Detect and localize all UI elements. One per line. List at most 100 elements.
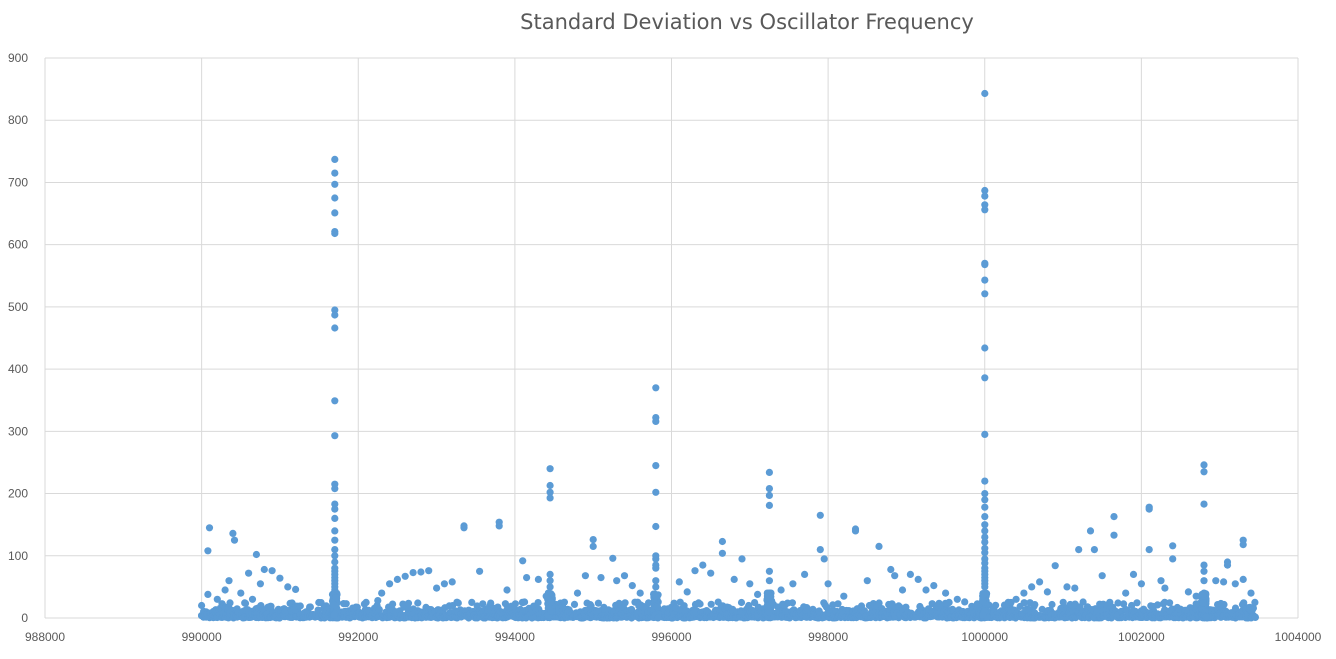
- scatter-point: [875, 542, 883, 551]
- scatter-point: [765, 501, 774, 509]
- scatter-point: [1079, 598, 1087, 606]
- scatter-point: [1110, 513, 1118, 521]
- scatter-point: [1051, 562, 1059, 570]
- y-tick-label: 0: [21, 611, 28, 625]
- scatter-point: [330, 611, 338, 619]
- scatter-point: [707, 569, 715, 577]
- scatter-point: [1059, 598, 1067, 606]
- scatter-point: [981, 549, 989, 557]
- scatter-point: [609, 554, 617, 562]
- scatter-point: [1129, 570, 1138, 579]
- scatter-point: [389, 600, 397, 608]
- scatter-point: [594, 599, 603, 607]
- scatter-point: [1184, 588, 1192, 596]
- scatter-point: [331, 311, 339, 319]
- scatter-point: [696, 600, 704, 608]
- scatter-point: [652, 593, 660, 601]
- scatter-point: [979, 611, 987, 619]
- x-tick-label: 1000000: [961, 630, 1008, 644]
- scatter-point: [523, 574, 531, 582]
- scatter-point: [930, 582, 938, 590]
- chart-title: Standard Deviation vs Oscillator Frequen…: [520, 10, 974, 34]
- scatter-point: [636, 589, 644, 597]
- scatter-point: [331, 527, 339, 535]
- scatter-point: [1063, 583, 1071, 591]
- scatter-point: [204, 547, 212, 555]
- scatter-point: [981, 583, 989, 591]
- scatter-point: [306, 603, 314, 611]
- scatter-point: [331, 180, 339, 188]
- scatter-point: [417, 568, 425, 576]
- scatter-point: [1036, 578, 1044, 586]
- scatter-point: [331, 324, 339, 332]
- scatter-point: [981, 503, 989, 511]
- scatter-point: [945, 598, 953, 607]
- scatter-point: [979, 597, 987, 605]
- y-tick-label: 700: [8, 175, 28, 189]
- scatter-point: [546, 570, 554, 579]
- scatter-point: [763, 602, 771, 610]
- scatter-point: [374, 597, 382, 605]
- scatter-point: [1048, 600, 1056, 609]
- scatter-point: [765, 567, 774, 575]
- scatter-point: [292, 585, 300, 594]
- scatter-point: [981, 374, 989, 382]
- scatter-point: [547, 598, 555, 606]
- scatter-point: [225, 577, 233, 585]
- scatter-point: [1122, 589, 1130, 597]
- scatter-point: [1251, 598, 1259, 607]
- scatter-point: [1200, 500, 1208, 508]
- scatter-point: [820, 555, 828, 563]
- scatter-point: [816, 511, 824, 519]
- scatter-point: [981, 89, 989, 98]
- scatter-point: [1202, 613, 1210, 621]
- scatter-point: [652, 577, 660, 585]
- scatter-point: [542, 592, 550, 600]
- scatter-point: [401, 572, 409, 580]
- scatter-point: [981, 430, 989, 438]
- scatter-point: [1169, 555, 1177, 563]
- scatter-point: [256, 580, 264, 588]
- scatter-point: [628, 582, 636, 590]
- scatter-point: [652, 384, 660, 392]
- scatter-point: [331, 306, 339, 314]
- y-tick-label: 100: [8, 549, 28, 563]
- scatter-point: [653, 603, 661, 611]
- scatter-point: [479, 600, 487, 608]
- scatter-point: [519, 557, 527, 565]
- scatter-point: [511, 600, 519, 608]
- scatter-point: [981, 559, 989, 567]
- scatter-point: [891, 572, 899, 580]
- scatter-point: [331, 169, 339, 177]
- scatter-point: [981, 538, 989, 546]
- scatter-point: [1169, 542, 1177, 550]
- scatter-point: [788, 599, 797, 607]
- scatter-point: [942, 589, 950, 597]
- scatter-point: [906, 570, 915, 579]
- scatter-point: [331, 505, 339, 513]
- scatter-point: [1028, 583, 1036, 591]
- scatter-point: [1251, 613, 1259, 622]
- scatter-point: [765, 468, 774, 476]
- scatter-point: [1200, 567, 1208, 575]
- y-tick-label: 200: [8, 487, 28, 501]
- scatter-point: [226, 599, 234, 607]
- scatter-point: [229, 529, 237, 538]
- scatter-point: [495, 522, 503, 530]
- scatter-point: [546, 488, 554, 496]
- scatter-point: [652, 555, 660, 563]
- scatter-point: [487, 599, 495, 607]
- scatter-point: [979, 591, 987, 599]
- scatter-point: [331, 397, 339, 405]
- scatter-point: [331, 552, 339, 560]
- scatter-point: [1043, 588, 1051, 596]
- tick-labels: 0 100 200 300 400 500 600 700 800 900 988000 990000…: [8, 51, 1322, 644]
- scatter-point: [468, 598, 476, 607]
- scatter-point: [981, 533, 989, 541]
- scatter-point: [613, 577, 621, 585]
- scatter-point: [1145, 546, 1153, 554]
- scatter-point: [981, 290, 989, 298]
- y-tick-label: 800: [8, 113, 28, 127]
- scatter-point: [953, 595, 961, 603]
- scatter-point: [1133, 599, 1141, 607]
